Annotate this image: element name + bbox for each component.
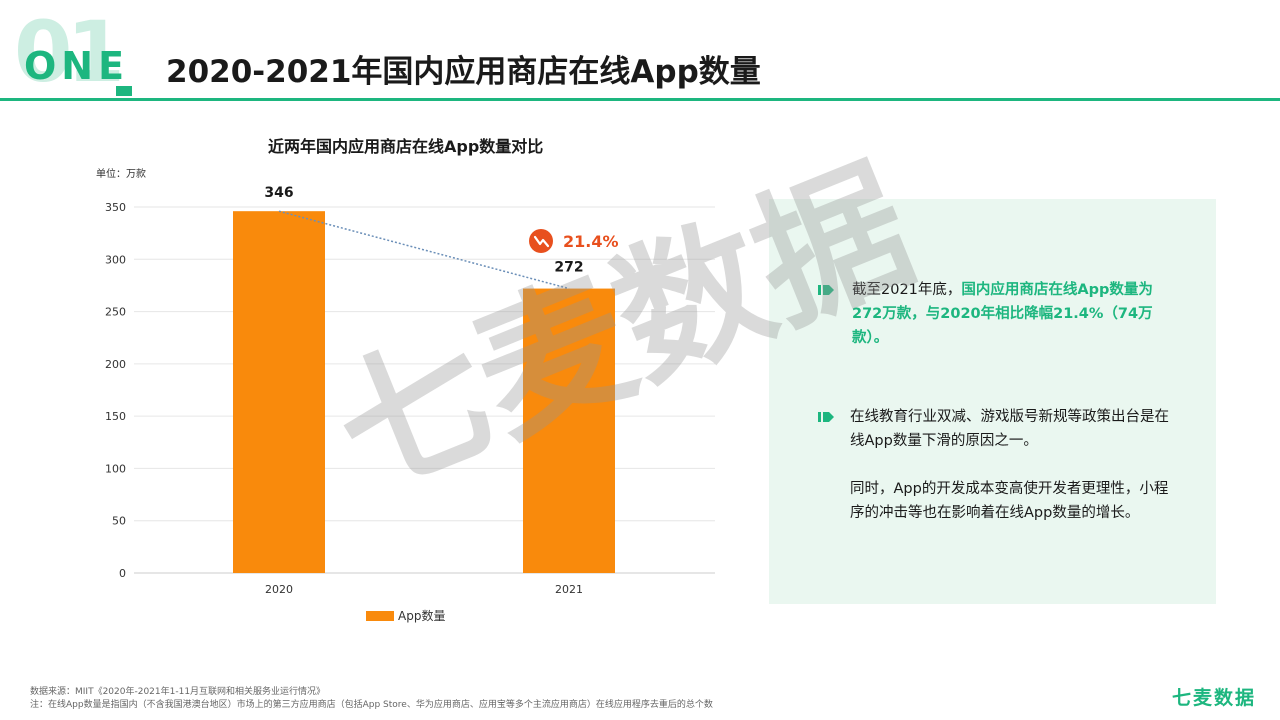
bar xyxy=(523,288,615,573)
y-tick-label: 0 xyxy=(119,567,126,580)
chart-unit-label: 单位：万款 xyxy=(96,169,146,180)
header-divider xyxy=(0,98,1280,101)
change-annotation: 21.4% xyxy=(563,232,619,251)
y-tick-label: 200 xyxy=(105,358,126,371)
insight-item-1-highlight: 国内应用商店在线App数量为272万款，与2020年相比降幅21.4%（74万款… xyxy=(852,282,1153,346)
section-accent-bar xyxy=(116,86,132,96)
bar xyxy=(233,211,325,573)
brand-logo: 七麦数据 xyxy=(1172,687,1257,709)
footer-source: 数据来源：MIIT《2020年-2021年1-11月互联网和相关服务业运行情况》 xyxy=(30,687,326,697)
y-tick-label: 300 xyxy=(105,253,126,266)
insight-panel xyxy=(769,199,1216,604)
footer-note: 注：在线App数量是指国内（不含我国港澳台地区）市场上的第三方应用商店（包括Ap… xyxy=(30,700,713,710)
section-number-background: 01 xyxy=(14,3,125,101)
y-tick-label: 350 xyxy=(105,201,126,214)
bar-chart: 0 50 100 150 200 250 300 350 2020 2021 346 272 21.4%… xyxy=(105,185,715,623)
y-tick-label: 50 xyxy=(112,515,126,528)
y-tick-label: 100 xyxy=(105,462,126,475)
down-trend-arrow xyxy=(533,235,550,248)
section-label: ONE xyxy=(24,44,130,88)
insight-item-2-para1: 在线教育行业双减、游戏版号新规等政策出台是在线App数量下滑的原因之一。 xyxy=(850,409,1169,449)
y-tick-label: 250 xyxy=(105,306,126,319)
data-label: 346 xyxy=(264,185,293,201)
x-tick-label: 2021 xyxy=(555,583,583,596)
arrow-bullet-icon xyxy=(818,412,834,422)
data-label: 272 xyxy=(554,260,583,276)
legend-label: App数量 xyxy=(398,608,445,623)
chart-title: 近两年国内应用商店在线App数量对比 xyxy=(268,137,544,156)
x-tick-label: 2020 xyxy=(265,583,293,596)
page-title: 2020-2021年国内应用商店在线App数量 xyxy=(166,54,761,90)
legend-swatch xyxy=(366,611,394,621)
y-tick-label: 150 xyxy=(105,410,126,423)
insight-item-1-prefix: 截至2021年底， xyxy=(852,282,962,298)
insight-item-2-para2: 同时，App的开发成本变高使开发者更理性，小程序的冲击等也在影响着在线App数量… xyxy=(850,481,1169,521)
arrow-bullet-icon xyxy=(818,285,834,295)
